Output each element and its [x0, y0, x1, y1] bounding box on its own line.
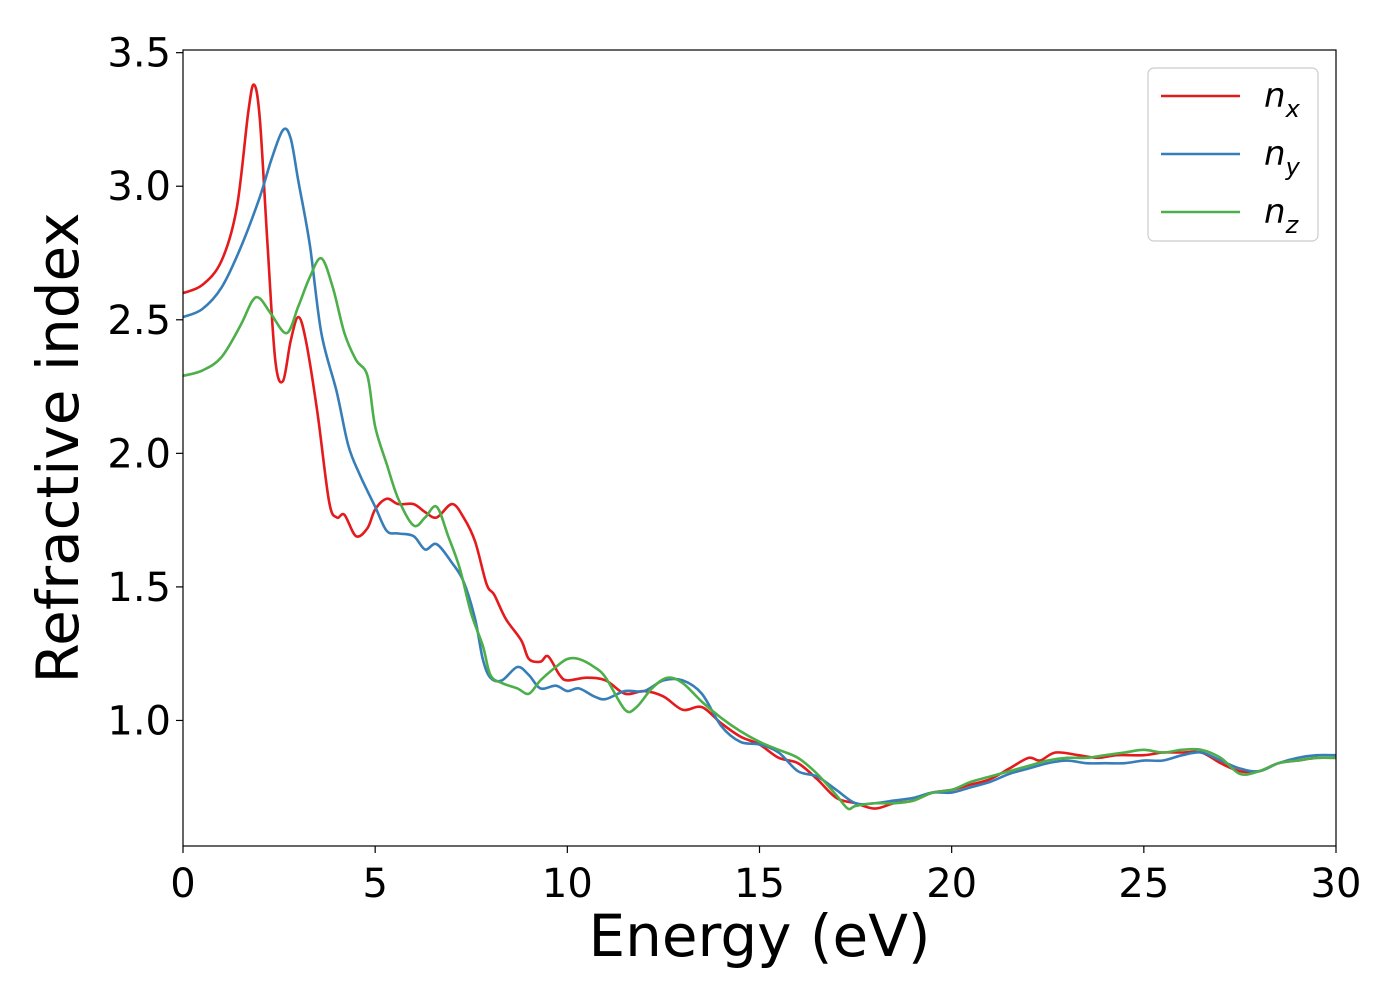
series-lines [183, 83, 1336, 811]
y-tick-label: 1.5 [107, 565, 171, 611]
x-tick-label: 0 [170, 861, 195, 907]
x-tick-label: 5 [362, 861, 387, 907]
x-tick-label: 25 [1118, 861, 1169, 907]
x-tick-label: 30 [1311, 861, 1362, 907]
y-axis-label: Refractive index [24, 212, 92, 683]
tick-marks-and-labels: 0 5 10 15 20 25 30 1.0 1.5 2.0 2.5 3.0 3.5 [107, 31, 1361, 907]
series-line-nx [183, 83, 1336, 810]
series-line-ny [183, 127, 1336, 806]
x-tick-label: 15 [734, 861, 785, 907]
x-tick-label: 10 [542, 861, 593, 907]
y-tick-label: 2.5 [107, 298, 171, 344]
x-tick-label: 20 [926, 861, 977, 907]
axis-labels: Energy (eV) Refractive index [24, 212, 931, 970]
y-tick-label: 3.5 [107, 31, 171, 77]
y-tick-label: 1.0 [107, 698, 171, 744]
y-tick-label: 3.0 [107, 164, 171, 210]
series-line-nz [183, 257, 1336, 811]
y-tick-label: 2.0 [107, 431, 171, 477]
x-axis-label: Energy (eV) [588, 902, 930, 970]
